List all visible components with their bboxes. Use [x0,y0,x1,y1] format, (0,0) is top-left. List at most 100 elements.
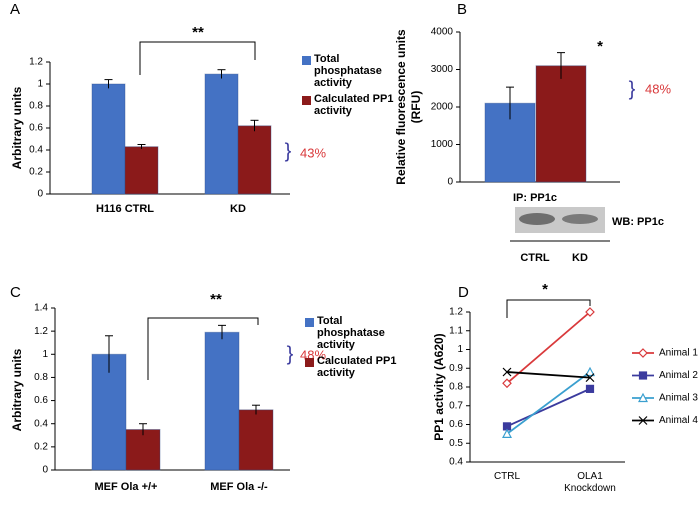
y-tick-label: 1.4 [34,303,48,314]
y-tick-label: 0.2 [34,441,48,452]
y-tick-label: 0.4 [34,418,48,429]
marker [585,384,595,393]
series-line [506,371,591,435]
y-tick-label: 0.6 [29,123,43,134]
significance-bracket [139,41,256,75]
blot-band [562,214,598,224]
y-tick-label: 0.4 [29,145,43,156]
legend-label: Calculated PP1 activity [314,93,394,117]
series-line [506,388,591,428]
y-tick-label: 0.6 [34,395,48,406]
series-line [506,371,591,379]
legend-label: Animal 2 [659,370,698,381]
annotation: * [597,38,603,55]
legend-label: Calculated PP1 activity [317,355,397,379]
legend-swatch [305,358,314,367]
blot-band [519,213,555,225]
legend-swatch [305,318,314,327]
bar [91,353,127,471]
blot-label: WB: PP1c [612,216,664,228]
y-tick-label: 0.8 [34,372,48,383]
marker [638,371,648,380]
brace: } [285,140,292,162]
x-tick-label: MEF Ola -/- [210,481,268,493]
y-tick-label: 0 [447,177,453,188]
annotation: * [542,281,548,298]
legend-label-box: Total phosphatase activity [314,53,382,89]
y-tick-label: 1.1 [449,325,463,336]
x-tick-label: H116 CTRL [96,203,154,215]
y-tick-label: 0.9 [449,363,463,374]
y-tick-label: 4000 [431,27,454,38]
y-tick-label: 0.5 [449,438,463,449]
x-tick-label: MEF Ola +/+ [95,481,158,493]
marker [585,307,595,317]
y-tick-label: 0.4 [449,457,463,468]
marker [638,348,648,358]
x-tick-label-box: CTRL [493,471,521,482]
y-tick-label: 0 [37,189,43,200]
marker [585,373,595,383]
legend-label: Total phosphatase activity [317,315,385,351]
bar [91,83,126,195]
panel-label: B [457,1,467,18]
bar [237,125,272,195]
annotation: 48% [645,81,671,96]
x-tick-label: CTRL [493,471,521,482]
bar [204,331,240,471]
y-tick-label: 0.8 [29,101,43,112]
marker [502,367,512,377]
y-tick-label: 1 [42,349,48,360]
y-tick-label: 0.2 [29,167,43,178]
bar [535,65,587,183]
x-tick-label: KD [572,252,588,264]
bar [125,429,161,471]
y-tick-label: 1.2 [449,307,463,318]
brace: } [629,78,636,100]
y-tick-label: 1.2 [29,57,43,68]
bar [204,73,239,195]
y-tick-label: 0.8 [449,382,463,393]
panel-label: D [458,284,469,301]
bar [238,409,274,471]
panel-label: A [10,1,20,18]
series-line [506,311,591,384]
y-tick-label: 0.6 [449,419,463,430]
y-axis-label: Arbitrary units [10,86,24,169]
y-tick-label: 1 [457,344,463,355]
significance-bracket [506,299,591,318]
legend-label-box: Total phosphatase activity [317,315,385,351]
marker [502,428,512,438]
marker [585,366,595,377]
y-tick-label: 2000 [431,102,454,113]
legend-swatch [302,96,311,105]
x-tick-label: OLA1 Knockdown [564,471,616,494]
legend-label: Animal 1 [659,348,698,359]
legend-swatch [302,56,311,65]
annotation: ** [192,24,204,41]
legend-label: Animal 3 [659,393,698,404]
legend-label: Animal 4 [659,415,698,426]
annotation: 43% [300,145,326,160]
x-tick-label: KD [230,203,246,215]
annotation: ** [210,291,222,308]
y-tick-label: 0.7 [449,400,463,411]
bar [124,146,159,195]
panel-label: C [10,284,21,301]
x-tick-label-box: OLA1 Knockdown [564,471,616,494]
y-axis-label-box: Relative fluorescence units (RFU) [394,29,423,185]
legend-label-box: Calculated PP1 activity [317,355,397,379]
y-axis-label: Relative fluorescence units (RFU) [394,29,423,185]
y-tick-label: 3000 [431,64,454,75]
significance-bracket [147,317,259,380]
y-axis-label: Arbitrary units [10,348,24,431]
marker [638,416,648,425]
legend-label-box: Calculated PP1 activity [314,93,394,117]
y-tick-label: 1 [37,79,43,90]
brace: } [287,343,294,365]
marker [638,392,648,403]
y-axis-label: PP1 activity (A620) [432,333,446,440]
y-tick-label: 1000 [431,139,454,150]
